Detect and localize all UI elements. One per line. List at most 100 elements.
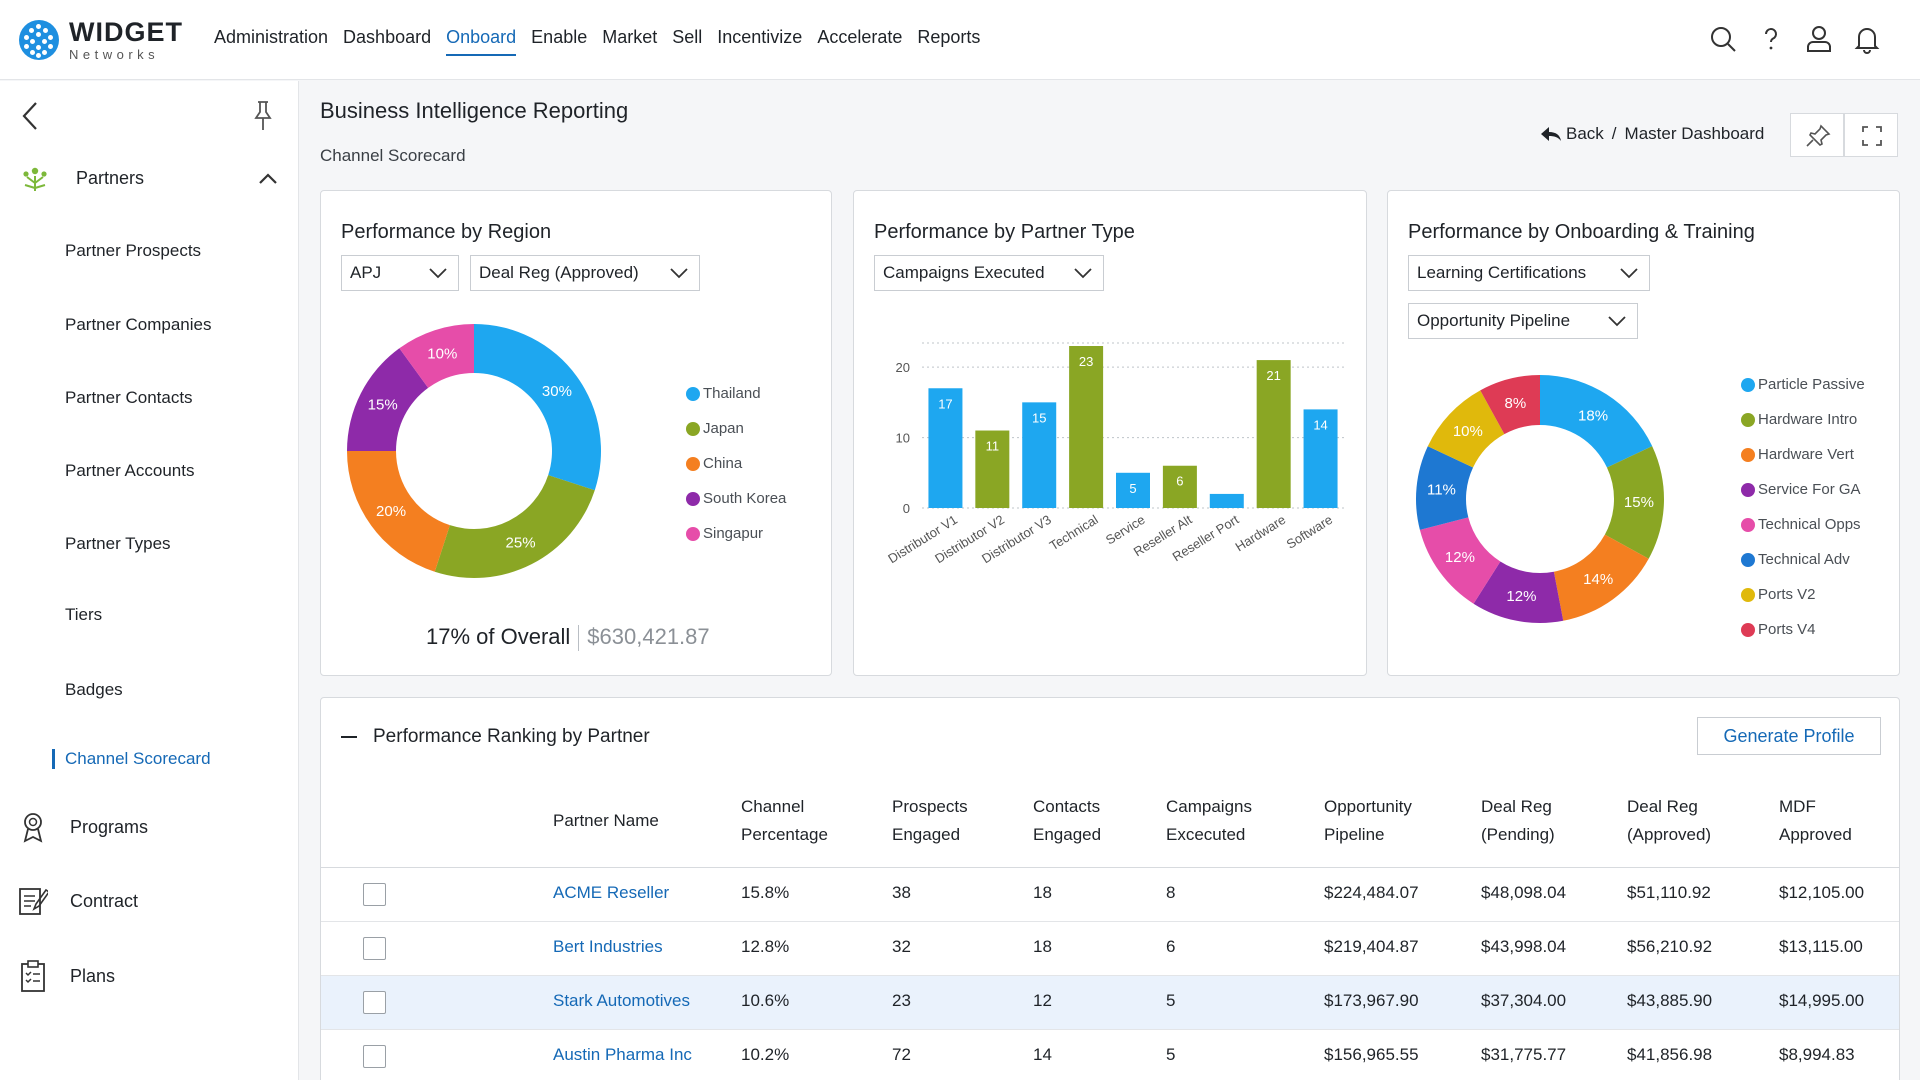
- user-icon[interactable]: [1804, 24, 1834, 54]
- sidebar-item-partner-accounts[interactable]: Partner Accounts: [65, 461, 195, 480]
- column-header[interactable]: Campaigns Excecuted: [1166, 793, 1252, 849]
- pie-slice: [1604, 446, 1664, 559]
- column-header[interactable]: MDF Approved: [1779, 793, 1852, 849]
- legend-item[interactable]: South Korea: [686, 481, 786, 516]
- bar: [975, 430, 1010, 508]
- nav-dashboard[interactable]: Dashboard: [343, 27, 432, 47]
- fullscreen-button[interactable]: [1844, 113, 1898, 157]
- widget-logo-icon: [19, 20, 59, 60]
- column-header[interactable]: Deal Reg (Pending): [1481, 793, 1555, 849]
- collapse-icon[interactable]: [341, 736, 357, 738]
- metric-dropdown[interactable]: Campaigns Executed: [874, 255, 1104, 291]
- overall-percentage: 17% of Overall: [426, 624, 571, 649]
- legend-item[interactable]: Japan: [686, 411, 786, 446]
- sidebar-item-channel-scorecard[interactable]: Channel Scorecard: [65, 749, 211, 768]
- partner-name-link[interactable]: Stark Automotives: [553, 991, 691, 1010]
- table-row[interactable]: Bert Industries 12.8% 32 18 6 $219,404.87 $43,…: [321, 922, 1899, 976]
- overall-amount: $630,421.87: [587, 624, 710, 649]
- legend-item[interactable]: Ports V4: [1741, 612, 1865, 647]
- brand-logo[interactable]: WIDGET Networks: [19, 19, 183, 61]
- nav-market[interactable]: Market: [602, 27, 658, 47]
- pin-sidebar-icon[interactable]: [250, 99, 276, 133]
- slice-label: 11%: [1427, 482, 1456, 499]
- table-cell: $13,115.00: [1779, 937, 1863, 956]
- legend-item[interactable]: Technical Opps: [1741, 507, 1865, 542]
- bar-value-label: 6: [1176, 474, 1183, 489]
- table-cell: 8: [1166, 883, 1176, 902]
- legend-item[interactable]: Ports V2: [1741, 577, 1865, 612]
- table-cell: 18: [1033, 937, 1052, 956]
- sidebar-item-partner-prospects[interactable]: Partner Prospects: [65, 241, 202, 260]
- nav-sell[interactable]: Sell: [672, 27, 703, 47]
- nav-enable[interactable]: Enable: [531, 27, 588, 47]
- sidebar-item-partner-types[interactable]: Partner Types: [65, 534, 171, 553]
- ranking-header[interactable]: Performance Ranking by Partner: [341, 726, 650, 748]
- breadcrumb-master-dashboard[interactable]: Master Dashboard: [1624, 124, 1765, 143]
- secondary-metric-dropdown[interactable]: Opportunity Pipeline: [1408, 303, 1638, 339]
- generate-profile-button[interactable]: Generate Profile: [1697, 717, 1881, 755]
- column-header[interactable]: Opportunity Pipeline: [1324, 793, 1412, 849]
- slice-label: 15%: [1624, 494, 1654, 511]
- sidebar-section-partners[interactable]: Partners: [18, 161, 144, 195]
- legend-item[interactable]: Hardware Intro: [1741, 402, 1865, 437]
- sidebar-item-tiers[interactable]: Tiers: [65, 605, 103, 624]
- sidebar-section-plans[interactable]: Plans: [18, 959, 115, 993]
- legend-item[interactable]: Particle Passive: [1741, 367, 1865, 402]
- back-link[interactable]: Back: [1566, 124, 1604, 143]
- collapse-sidebar-icon[interactable]: [18, 99, 44, 133]
- column-header[interactable]: Partner Name: [553, 807, 659, 835]
- table-row[interactable]: Austin Pharma Inc 10.2% 72 14 5 $156,965.55 $3…: [321, 1030, 1899, 1080]
- sidebar-item-partner-companies[interactable]: Partner Companies: [65, 315, 212, 334]
- metric-dropdown[interactable]: Deal Reg (Approved): [470, 255, 700, 291]
- chevron-up-icon[interactable]: [256, 167, 280, 191]
- column-header[interactable]: Deal Reg (Approved): [1627, 793, 1711, 849]
- pie-slice: [1480, 375, 1540, 435]
- search-icon[interactable]: [1708, 24, 1738, 54]
- nav-accelerate[interactable]: Accelerate: [817, 27, 903, 47]
- nav-onboard[interactable]: Onboard: [446, 27, 517, 56]
- region-dropdown[interactable]: APJ: [341, 255, 459, 291]
- sidebar-item-partner-contacts[interactable]: Partner Contacts: [65, 388, 193, 407]
- table-row[interactable]: ACME Reseller 15.8% 38 18 8 $224,484.07 $48,09…: [321, 868, 1899, 922]
- nav-incentivize[interactable]: Incentivize: [717, 27, 803, 47]
- pin-dashboard-button[interactable]: [1790, 113, 1844, 157]
- row-checkbox[interactable]: [363, 937, 386, 960]
- sidebar-item-badges[interactable]: Badges: [65, 680, 123, 699]
- sidebar-section-label: Contract: [70, 890, 139, 911]
- top-nav-bar: WIDGET Networks Administration Dashboard O…: [0, 0, 1920, 80]
- legend-item[interactable]: Service For GA: [1741, 472, 1865, 507]
- bar: [1022, 402, 1057, 508]
- fullscreen-icon: [1862, 126, 1882, 146]
- legend-item[interactable]: Thailand: [686, 376, 786, 411]
- table-cell: 12: [1033, 991, 1052, 1010]
- legend-swatch: [1741, 517, 1755, 532]
- table-cell: $31,775.77: [1481, 1045, 1567, 1064]
- row-checkbox[interactable]: [363, 991, 386, 1014]
- legend-item[interactable]: China: [686, 446, 786, 481]
- nav-administration[interactable]: Administration: [214, 27, 329, 47]
- row-checkbox[interactable]: [363, 883, 386, 906]
- partner-name-link[interactable]: Austin Pharma Inc: [553, 1045, 692, 1064]
- back-arrow-icon[interactable]: [1540, 125, 1562, 143]
- nav-reports[interactable]: Reports: [917, 27, 981, 47]
- bar: [1256, 360, 1291, 508]
- table-row[interactable]: Stark Automotives 10.6% 23 12 5 $173,967.90 $3…: [321, 976, 1899, 1030]
- sidebar-section-programs[interactable]: Programs: [18, 810, 148, 844]
- slice-label: 30%: [542, 383, 572, 400]
- slice-label: 18%: [1578, 407, 1608, 424]
- partner-name-link[interactable]: ACME Reseller: [553, 883, 670, 902]
- legend-item[interactable]: Technical Adv: [1741, 542, 1865, 577]
- column-header[interactable]: Contacts Engaged: [1033, 793, 1101, 849]
- notification-bell-icon[interactable]: [1852, 24, 1882, 54]
- pie-slice: [474, 324, 601, 491]
- legend-item[interactable]: Hardware Vert: [1741, 437, 1865, 472]
- column-header[interactable]: Prospects Engaged: [892, 793, 968, 849]
- column-header[interactable]: Channel Percentage: [741, 793, 828, 849]
- legend-item[interactable]: Singapur: [686, 516, 786, 551]
- help-icon[interactable]: [1756, 24, 1786, 54]
- sidebar-section-contract[interactable]: Contract: [18, 884, 138, 918]
- row-checkbox[interactable]: [363, 1045, 386, 1068]
- metric-dropdown[interactable]: Learning Certifications: [1408, 255, 1650, 291]
- card-title: Performance by Onboarding & Training: [1408, 221, 1755, 243]
- partner-name-link[interactable]: Bert Industries: [553, 937, 663, 956]
